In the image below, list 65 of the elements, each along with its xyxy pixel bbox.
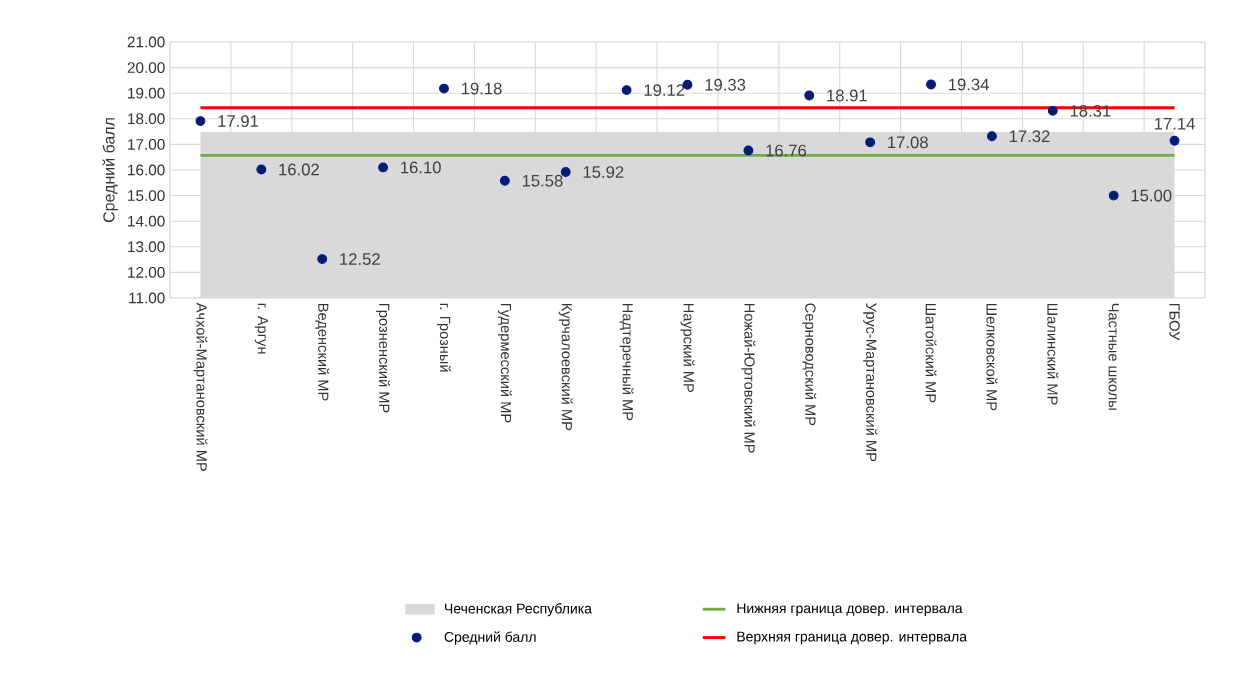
y-tick-label: 16.00	[128, 164, 165, 176]
data-label: 17.14	[1154, 117, 1195, 130]
x-tick-label: г. Аргун	[254, 303, 268, 354]
point	[499, 175, 510, 186]
x-tick-label: Грозненский МР	[376, 303, 391, 413]
point	[986, 131, 997, 142]
x-tick-label: Ачхой-Мартановский МР	[193, 302, 208, 471]
y-tick-label: 11.00	[129, 292, 165, 304]
data-label: 16.76	[766, 144, 807, 157]
y-tick-label: 18.00	[128, 113, 165, 125]
data-label: 17.32	[1009, 130, 1050, 143]
data-label: 16.10	[401, 161, 441, 174]
point	[1169, 135, 1180, 146]
data-label: 16.02	[279, 163, 319, 176]
data-label: 12.52	[340, 253, 380, 265]
legend-label: Нижняя граница довер. интервала	[737, 603, 963, 616]
x-tick-label: Веденский МР	[315, 303, 330, 401]
point	[1108, 190, 1119, 201]
legend-label: Чеченская Республика	[445, 603, 592, 617]
x-tick-label: Наурский МР	[680, 303, 695, 393]
point	[682, 79, 693, 90]
data-label: 19.18	[461, 82, 502, 95]
point	[1047, 105, 1058, 116]
data-label: 19.12	[644, 84, 685, 97]
x-tick-label: Курчалоевский МР	[558, 303, 573, 431]
x-tick-label: Шелковской МР	[986, 303, 998, 411]
x-tick-label: Шалинский МР	[1047, 303, 1059, 405]
y-tick-label: 17.00	[128, 138, 165, 150]
y-tick-label: 13.00	[128, 241, 165, 253]
data-label: 15.00	[1131, 189, 1172, 202]
point	[317, 254, 328, 265]
data-label: 17.91	[218, 115, 259, 127]
y-tick-label: 12.00	[128, 266, 165, 278]
legend-label: Средний балл	[444, 631, 536, 645]
data-label: 18.91	[827, 89, 867, 102]
x-tick-label: Надтеречный МР	[619, 303, 634, 421]
data-label: 19.33	[705, 78, 746, 91]
point	[621, 85, 632, 96]
data-label: 17.08	[888, 136, 928, 149]
x-tick-label: ГБОУ	[1169, 303, 1180, 341]
data-label: 19.34	[949, 78, 989, 91]
point	[743, 145, 754, 156]
y-tick-label: 21.00	[127, 36, 165, 48]
x-tick-label: Гудермесский МР	[497, 303, 512, 423]
x-tick-label: Шатойский МР	[925, 303, 937, 403]
y-tick-label: 14.00	[128, 215, 165, 227]
x-tick-label: Ножай-Юртовский МР	[741, 303, 756, 453]
data-label: 15.92	[583, 166, 624, 178]
x-tick-label: Частные школы	[1108, 303, 1119, 410]
y-axis-title: Средний балл	[102, 118, 118, 223]
point	[195, 116, 206, 127]
x-tick-label: г. Грозный	[437, 303, 451, 372]
point	[926, 79, 936, 90]
y-tick-label: 20.00	[127, 62, 165, 74]
x-tick-label: Серноводский МР	[802, 303, 817, 426]
legend-label: Верхняя граница довер. интервала	[737, 631, 968, 645]
point	[256, 164, 267, 175]
y-tick-label: 19.00	[128, 87, 165, 99]
data-label: 15.58	[522, 174, 563, 187]
y-tick-label: 15.00	[128, 190, 165, 202]
point	[804, 90, 815, 101]
x-tick-label: Урус-Мартановский МР	[863, 303, 878, 462]
point	[439, 83, 449, 94]
point	[865, 137, 876, 148]
point	[378, 162, 389, 173]
